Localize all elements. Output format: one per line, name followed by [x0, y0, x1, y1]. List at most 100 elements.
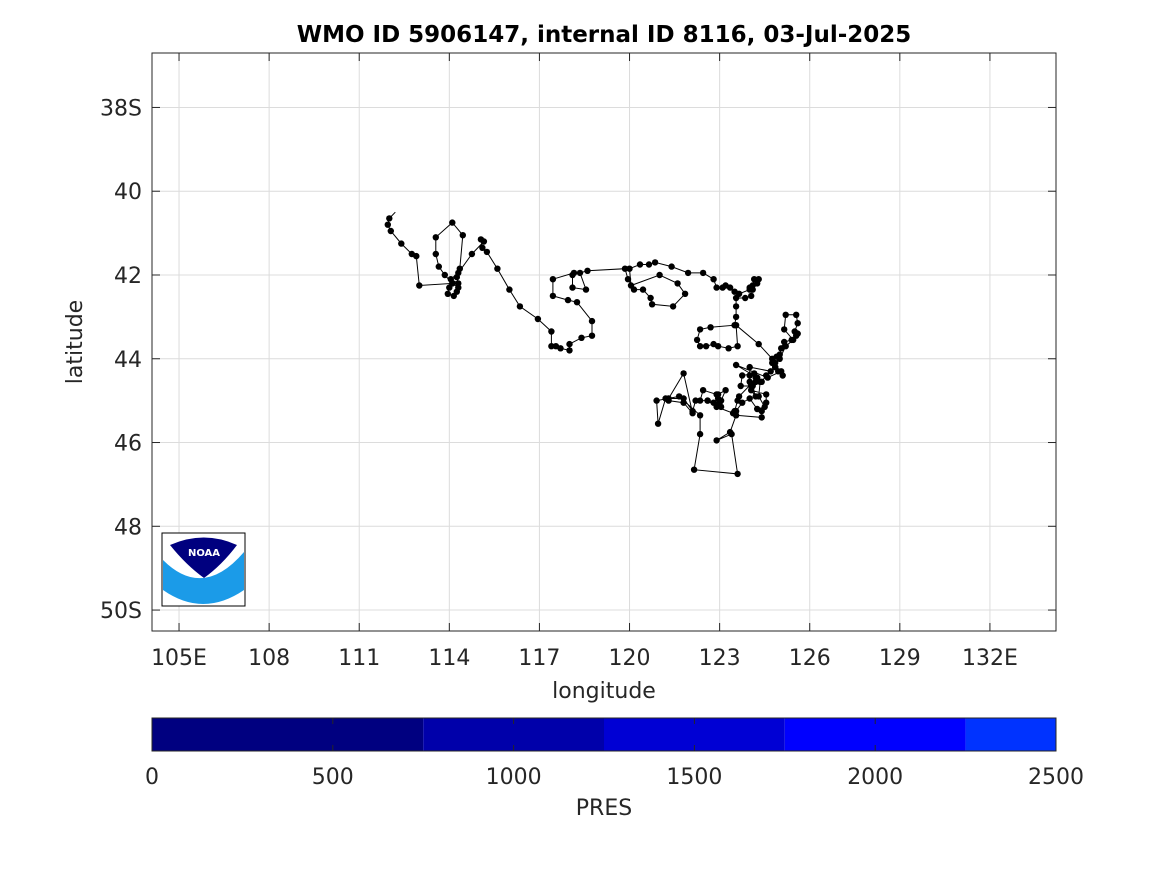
profile-point	[566, 347, 573, 354]
profile-point	[662, 395, 669, 402]
profile-point	[653, 397, 660, 404]
logo-navy-dome	[170, 537, 237, 578]
profile-point	[647, 294, 654, 302]
profile-point	[704, 397, 711, 404]
profile-point	[566, 340, 573, 348]
profile-point	[689, 410, 696, 417]
profile-point	[714, 343, 722, 350]
profile-point	[684, 269, 692, 277]
profile-point	[477, 236, 485, 243]
x-axis-label: longitude	[552, 679, 656, 704]
colorbar-band	[965, 718, 1056, 751]
x-tick-label: 120	[609, 646, 651, 671]
profile-point	[468, 250, 476, 258]
y-tick-label: 40	[114, 180, 142, 205]
x-tick-label: 114	[428, 646, 470, 671]
profile-point	[748, 380, 755, 388]
profile-point	[648, 301, 656, 308]
profile-point	[455, 280, 462, 287]
y-tick-label: 44	[114, 348, 142, 373]
x-tick-label: 132E	[962, 646, 1018, 671]
plot-area	[152, 53, 1056, 631]
profile-point	[778, 368, 785, 375]
profile-point	[782, 311, 789, 318]
profile-point	[416, 282, 423, 289]
profile-point	[776, 355, 783, 362]
profile-point	[699, 269, 707, 277]
profile-point	[582, 286, 590, 293]
profile-point	[781, 326, 788, 333]
profile-point	[386, 215, 393, 222]
profile-point	[734, 397, 741, 404]
colorbar-tick-label: 500	[312, 765, 354, 790]
x-tick-label: 105E	[151, 646, 207, 671]
profile-point	[696, 430, 704, 438]
profile-point	[651, 259, 659, 266]
profile-point	[534, 315, 542, 323]
profile-point	[578, 334, 585, 341]
profile-point	[734, 343, 741, 350]
x-tick-label: 126	[789, 646, 831, 671]
profile-point	[681, 290, 689, 297]
profile-point	[746, 363, 753, 371]
profile-point	[680, 370, 687, 377]
profile-point	[713, 437, 720, 444]
y-tick-label: 38S	[100, 96, 142, 121]
profile-point	[696, 343, 704, 350]
colorbar-tick-label: 1500	[666, 765, 722, 790]
profile-point	[693, 336, 701, 344]
profile-point	[669, 303, 677, 310]
x-axis-ticks: 105E 108 111 114 117 120 123 126 129 132E	[151, 53, 1018, 671]
y-tick-label: 48	[114, 515, 142, 540]
profile-point	[763, 391, 770, 398]
noaa-logo: NOAA	[161, 532, 246, 607]
profile-point	[675, 393, 683, 400]
profile-point	[742, 294, 749, 302]
profile-point	[384, 221, 391, 228]
profile-point	[557, 345, 564, 352]
profile-point	[549, 292, 557, 300]
profile-point	[748, 387, 755, 394]
x-tick-label: 111	[338, 646, 380, 671]
profile-point	[588, 332, 596, 339]
profile-point	[588, 317, 596, 325]
profile-point	[713, 401, 720, 408]
colorbar-ticks: 0 500 1000 1500 2000 2500	[145, 718, 1084, 790]
profile-point	[755, 340, 762, 348]
colorbar-tick-label: 2000	[847, 765, 903, 790]
profile-point	[506, 286, 513, 293]
profile-point	[680, 399, 687, 406]
profile-point	[722, 387, 729, 394]
profile-point	[748, 292, 755, 300]
profile-point	[447, 276, 454, 283]
profile-point	[767, 368, 774, 375]
profile-point	[737, 382, 744, 390]
x-tick-label: 108	[248, 646, 290, 671]
profile-point	[746, 395, 753, 402]
profile-point	[636, 261, 644, 268]
x-tick-label: 123	[699, 646, 741, 671]
x-tick-label: 117	[518, 646, 560, 671]
profile-point	[444, 290, 451, 297]
colorbar-label: PRES	[576, 796, 632, 821]
profile-point	[479, 244, 486, 251]
profile-point	[734, 470, 741, 478]
profile-point	[654, 420, 662, 427]
colorbar-bands	[152, 718, 1056, 751]
colorbar-tick-label: 0	[145, 765, 159, 790]
profile-point	[576, 269, 584, 277]
y-tick-label: 46	[114, 432, 142, 457]
profile-point	[758, 414, 765, 421]
colorbar-frame	[151, 717, 1057, 752]
profile-point	[732, 303, 740, 310]
x-tick-label: 129	[879, 646, 921, 671]
profile-point	[645, 261, 653, 268]
profile-point	[790, 336, 797, 344]
profile-point	[726, 428, 734, 436]
colorbar-tick-label: 1000	[486, 765, 542, 790]
pressure-colorbar: 0 500 1000 1500 2000 2500	[145, 717, 1084, 790]
profile-point	[752, 393, 759, 400]
plot-frame	[151, 52, 1057, 632]
profile-point	[548, 328, 555, 335]
profile-point	[732, 361, 740, 369]
